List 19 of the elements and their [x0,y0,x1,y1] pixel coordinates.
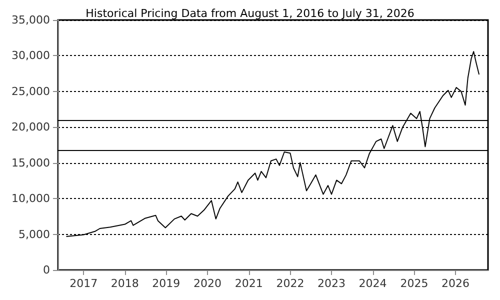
x-tick-label: 2023 [318,277,346,290]
y-tick-label: 30,000 [12,49,50,62]
y-tick-label: 15,000 [12,156,50,170]
chart-title: Historical Pricing Data from August 1, 2016 to July 31, 2026 [86,7,414,20]
x-tick-label: 2020 [193,277,222,290]
x-tick-label: 2018 [110,277,139,290]
y-tick-label: 0 [43,264,50,276]
x-tick-label: 2017 [70,277,98,290]
x-tick-label: 2021 [234,277,263,290]
y-tick-label: 20,000 [12,120,50,134]
x-tick-label: 2026 [442,277,470,290]
x-tick-label: 2025 [400,277,428,290]
y-tick-label: 35,000 [12,14,50,26]
x-tick-label: 2019 [152,277,180,290]
y-tick-label: 25,000 [12,84,50,98]
y-tick-label: 5,000 [18,228,50,241]
x-tick-label: 2024 [358,277,387,290]
y-tick-label: 10,000 [12,192,50,206]
x-tick-label: 2022 [276,277,304,290]
